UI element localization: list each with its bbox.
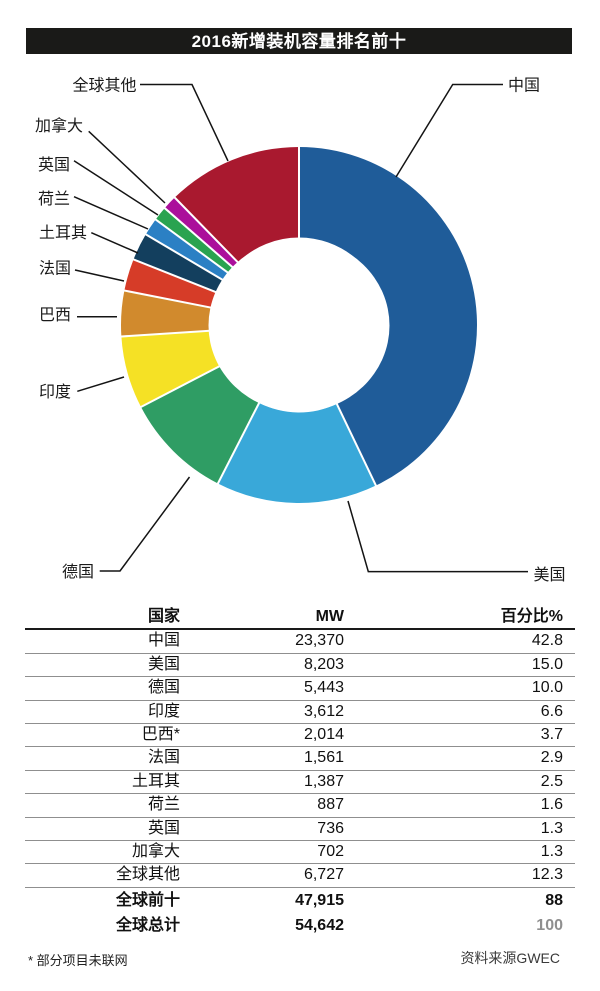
svg-text:美国: 美国	[534, 566, 566, 584]
svg-text:印度: 印度	[39, 383, 71, 401]
svg-text:中国: 中国	[508, 77, 540, 95]
svg-text:英国: 英国	[38, 156, 70, 174]
svg-text:土耳其: 土耳其	[39, 224, 87, 242]
svg-text:德国: 德国	[62, 563, 94, 581]
svg-text:法国: 法国	[39, 260, 71, 278]
svg-text:巴西: 巴西	[39, 307, 71, 324]
svg-text:荷兰: 荷兰	[38, 190, 70, 208]
svg-text:加拿大: 加拿大	[35, 116, 83, 135]
svg-text:全球其他: 全球其他	[72, 77, 136, 95]
